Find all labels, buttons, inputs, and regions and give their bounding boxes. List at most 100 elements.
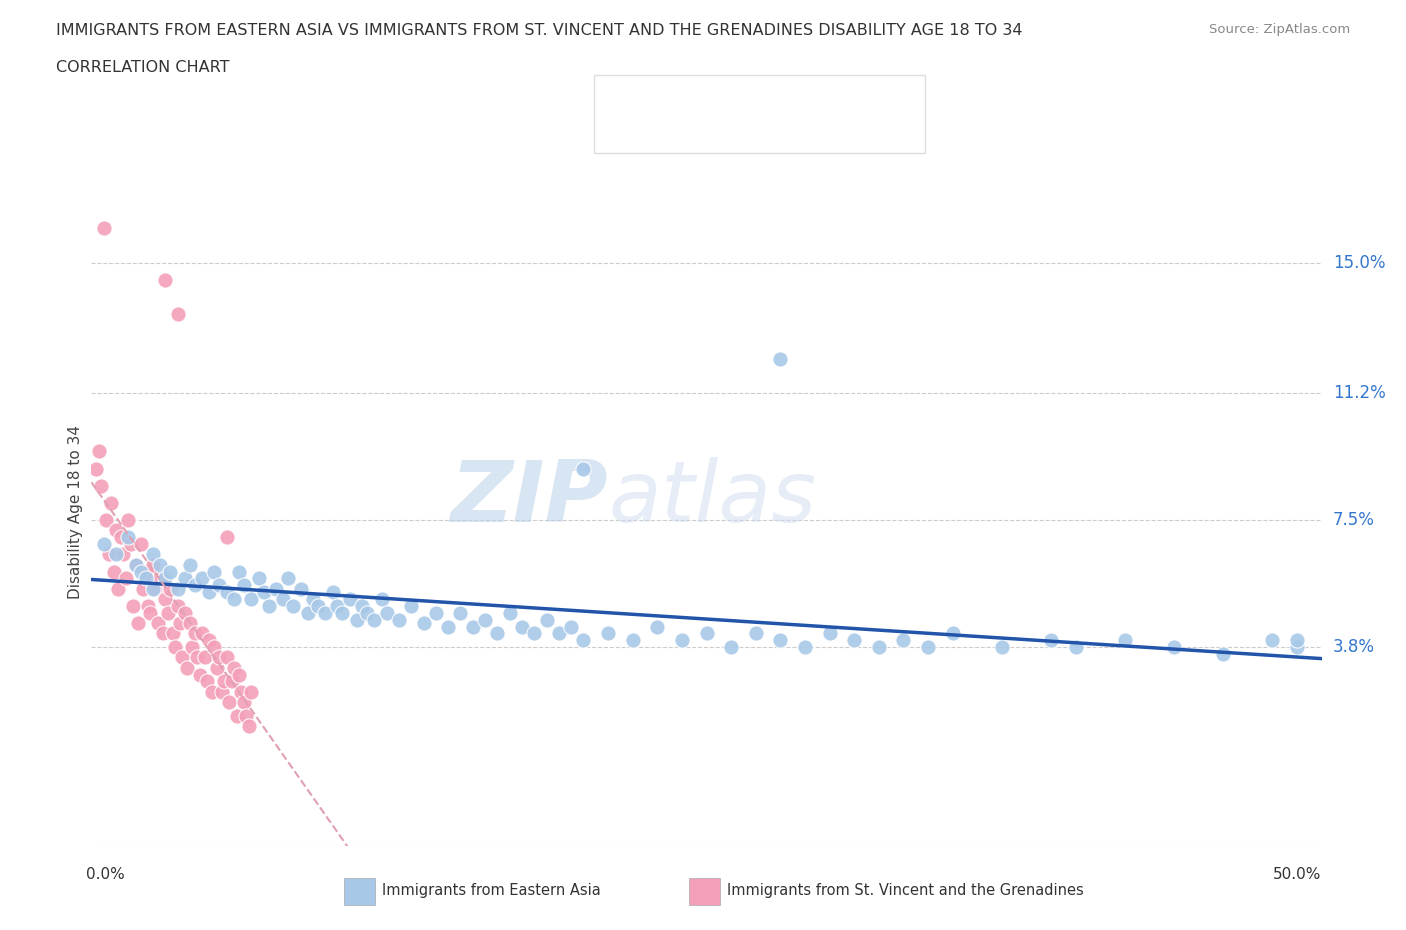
Point (221, 674, 243, 689)
Point (769, 352, 792, 366)
Point (176, 660, 198, 675)
Point (97, 547, 120, 562)
Text: R =: R = (651, 126, 685, 140)
Point (152, 626, 174, 641)
Point (136, 599, 159, 614)
Point (174, 571, 197, 586)
Point (370, 591, 392, 606)
Point (117, 530, 139, 545)
Point (330, 605, 353, 620)
Point (166, 581, 188, 596)
Point (124, 557, 146, 572)
Point (153, 591, 177, 606)
Point (1285, 640, 1308, 655)
Point (215, 585, 238, 600)
Point (235, 709, 257, 724)
Point (117, 512, 139, 527)
Point (87, 444, 110, 458)
Point (129, 565, 152, 579)
Point (264, 581, 287, 596)
Text: 11.2%: 11.2% (1333, 384, 1385, 402)
Point (159, 581, 181, 596)
Point (281, 599, 304, 614)
Text: Source: ZipAtlas.com: Source: ZipAtlas.com (1209, 23, 1350, 36)
Point (793, 640, 815, 655)
Point (145, 581, 166, 596)
Text: Immigrants from St. Vincent and the Grenadines: Immigrants from St. Vincent and the Gren… (727, 884, 1084, 898)
Point (321, 585, 343, 600)
Point (215, 650, 238, 665)
FancyBboxPatch shape (689, 878, 720, 905)
Point (135, 565, 156, 579)
Point (842, 632, 865, 647)
Point (215, 530, 238, 545)
Point (695, 626, 717, 641)
Point (621, 632, 644, 647)
FancyBboxPatch shape (605, 120, 638, 146)
Point (1114, 632, 1136, 647)
Text: -0.037: -0.037 (692, 126, 741, 140)
Point (172, 650, 194, 665)
Point (179, 616, 201, 631)
Point (388, 612, 411, 627)
Point (107, 581, 129, 596)
Point (183, 626, 207, 641)
Point (105, 523, 127, 538)
Point (146, 616, 169, 631)
Point (162, 626, 184, 641)
Point (179, 557, 201, 572)
Point (225, 709, 247, 724)
Point (891, 632, 914, 647)
Point (510, 619, 533, 634)
Point (990, 640, 1012, 655)
Text: R =: R = (651, 90, 685, 105)
Point (153, 571, 177, 586)
Point (93, 220, 115, 235)
Point (205, 660, 228, 675)
Point (93, 537, 115, 551)
Point (326, 599, 349, 614)
Point (100, 496, 122, 511)
Point (90, 478, 112, 493)
Point (523, 626, 546, 641)
Point (572, 632, 595, 647)
Text: atlas: atlas (607, 457, 815, 539)
Point (202, 640, 225, 655)
Point (86, 461, 108, 476)
Point (301, 591, 323, 606)
Point (218, 695, 240, 710)
Point (240, 684, 263, 699)
Point (159, 565, 181, 579)
Point (1285, 632, 1308, 647)
Point (1064, 640, 1087, 655)
Point (769, 632, 792, 647)
Text: N =: N = (786, 126, 820, 140)
Point (271, 591, 295, 606)
Point (186, 650, 208, 665)
Text: 50.0%: 50.0% (1274, 867, 1322, 882)
Point (212, 674, 235, 689)
Point (240, 591, 263, 606)
Point (352, 599, 374, 614)
Point (425, 605, 447, 620)
Point (193, 650, 217, 665)
Point (127, 616, 149, 631)
Point (486, 626, 509, 641)
Point (671, 632, 693, 647)
Point (135, 571, 156, 586)
Point (96, 512, 117, 527)
Point (645, 619, 669, 634)
Point (198, 632, 221, 647)
Point (139, 605, 162, 620)
Text: IMMIGRANTS FROM EASTERN ASIA VS IMMIGRANTS FROM ST. VINCENT AND THE GRENADINES D: IMMIGRANTS FROM EASTERN ASIA VS IMMIGRAN… (56, 23, 1022, 38)
Point (232, 695, 256, 710)
Point (941, 626, 963, 641)
Point (1212, 646, 1234, 661)
Point (174, 605, 197, 620)
Text: 87: 87 (830, 90, 849, 105)
Point (231, 684, 253, 699)
Point (181, 640, 204, 655)
Point (917, 640, 939, 655)
Point (169, 616, 191, 631)
Point (356, 605, 378, 620)
